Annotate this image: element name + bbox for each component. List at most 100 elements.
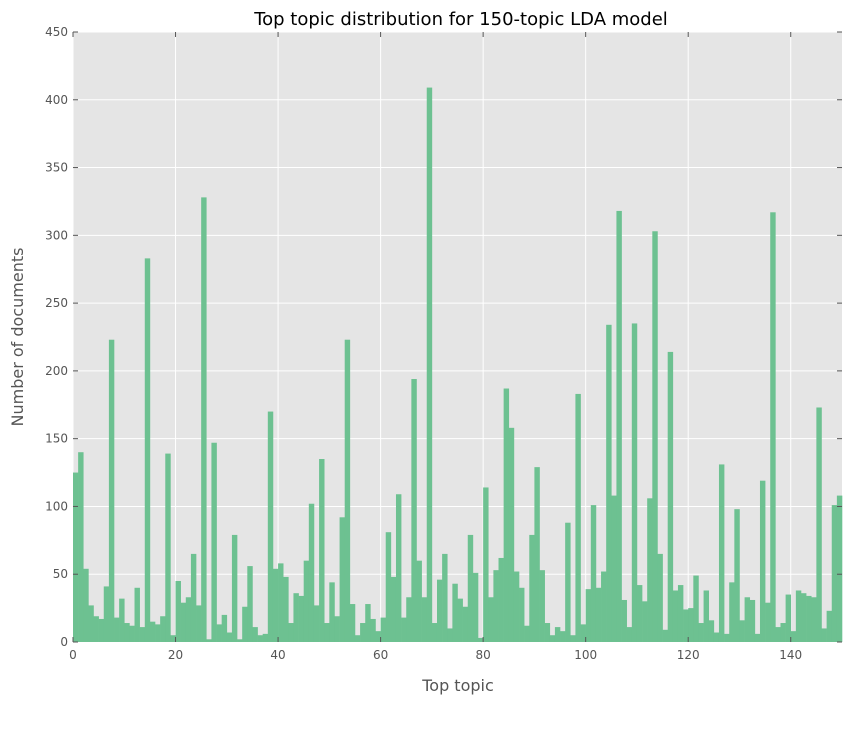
bar — [206, 639, 212, 642]
y-tick-label: 0 — [60, 635, 68, 649]
bar — [524, 625, 530, 642]
bar — [129, 625, 135, 642]
bar — [452, 583, 458, 642]
bar — [211, 442, 217, 642]
plot-area — [73, 32, 842, 642]
bar — [401, 617, 407, 642]
x-axis-label: Top topic — [421, 676, 494, 695]
bar — [252, 627, 258, 642]
bar — [693, 575, 699, 642]
bar — [498, 557, 504, 642]
bar — [708, 620, 715, 642]
bar — [775, 627, 781, 642]
bar — [139, 627, 146, 642]
bar — [770, 212, 776, 643]
bar — [170, 635, 176, 642]
bar — [462, 606, 469, 642]
bar — [98, 618, 105, 642]
bar — [780, 623, 786, 642]
bar — [718, 464, 725, 642]
y-tick-label: 350 — [45, 161, 68, 175]
bar — [595, 587, 602, 642]
x-tick-label: 60 — [373, 648, 388, 662]
bar — [734, 509, 740, 642]
bar — [93, 616, 99, 642]
bar — [467, 534, 474, 642]
bar — [816, 407, 822, 642]
bar — [570, 635, 576, 642]
y-tick-label: 150 — [45, 432, 68, 446]
x-tick-label: 20 — [168, 648, 183, 662]
bar — [344, 339, 351, 642]
bar — [626, 627, 633, 642]
y-tick-labels: 0 50 100 150 200 250 300 350 400 450 — [45, 25, 68, 649]
bar — [103, 586, 110, 642]
bar — [657, 553, 663, 642]
bar — [339, 517, 346, 642]
bar — [503, 388, 510, 642]
bar — [683, 609, 689, 642]
bar — [672, 590, 679, 642]
bar — [590, 505, 597, 642]
bar — [114, 617, 120, 642]
bar — [647, 498, 653, 642]
bar — [585, 589, 592, 642]
bar — [790, 631, 797, 642]
bar — [483, 487, 489, 642]
tick-marks — [72, 31, 842, 643]
bar — [431, 623, 438, 642]
bar — [806, 595, 812, 642]
bar — [549, 635, 556, 642]
bar — [611, 495, 617, 642]
bar — [303, 560, 310, 642]
bar — [811, 597, 817, 642]
bar — [493, 570, 499, 642]
bar — [529, 534, 535, 642]
bar — [262, 633, 269, 642]
bar — [652, 231, 658, 642]
bar — [160, 616, 166, 642]
bar — [513, 571, 520, 642]
bar — [231, 534, 238, 642]
bar — [519, 587, 525, 642]
bar — [631, 323, 638, 642]
bar — [826, 610, 833, 642]
bar — [395, 494, 402, 642]
bar — [324, 623, 330, 642]
x-tick-label: 100 — [574, 648, 597, 662]
bar — [724, 633, 730, 642]
bar — [298, 595, 304, 642]
bar — [642, 601, 648, 642]
bar — [554, 627, 561, 642]
bar — [360, 623, 366, 642]
bar — [759, 480, 766, 642]
bar — [283, 576, 289, 642]
x-tick-label: 120 — [677, 648, 700, 662]
bar — [216, 624, 222, 642]
bar — [729, 582, 735, 642]
bar — [411, 379, 417, 642]
bar — [88, 605, 94, 642]
bar — [119, 598, 125, 642]
bar — [144, 258, 151, 642]
bar — [488, 597, 494, 642]
bars — [73, 87, 843, 643]
y-tick-label: 100 — [45, 499, 68, 513]
bar — [288, 623, 294, 642]
bar — [749, 599, 756, 642]
y-tick-label: 200 — [45, 364, 68, 378]
bar — [765, 602, 771, 642]
bar — [739, 620, 745, 642]
bar — [226, 632, 233, 642]
bar — [539, 570, 545, 642]
bar — [190, 553, 197, 642]
bar — [242, 606, 248, 642]
bar — [272, 568, 279, 642]
bar — [703, 590, 710, 642]
bar — [601, 571, 607, 642]
bar — [795, 590, 802, 642]
bar — [744, 597, 751, 642]
bar — [621, 599, 627, 642]
bar — [821, 628, 827, 642]
y-tick-label: 300 — [45, 228, 68, 242]
